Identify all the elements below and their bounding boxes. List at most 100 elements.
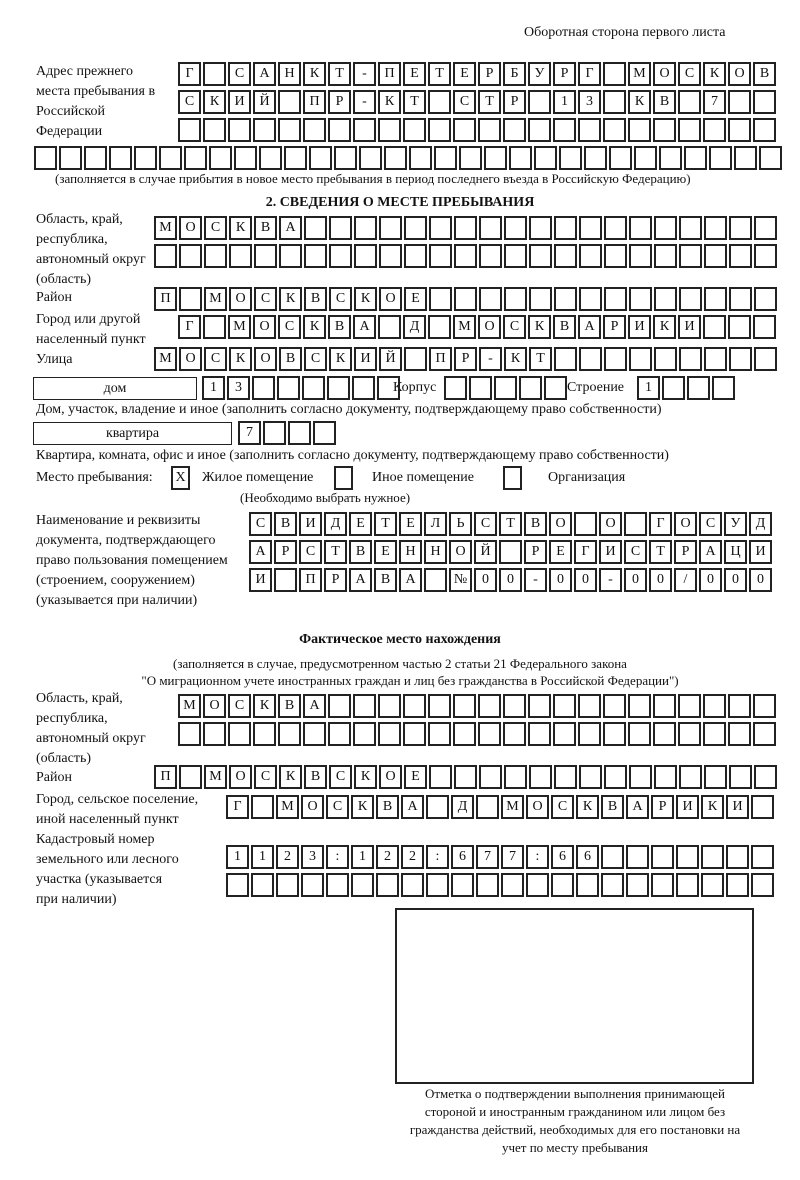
char-cell[interactable] [279,244,302,268]
char-cell[interactable]: Т [478,90,501,114]
char-cell[interactable]: 6 [576,845,599,869]
char-cell[interactable]: В [553,315,576,339]
char-cell[interactable] [478,118,501,142]
char-cell[interactable] [301,873,324,897]
char-cell[interactable]: П [154,287,177,311]
char-cell[interactable]: О [379,287,402,311]
char-cell[interactable]: И [228,90,251,114]
char-cell[interactable]: О [549,512,572,536]
char-cell[interactable]: 3 [227,376,250,400]
char-cell[interactable]: 1 [351,845,374,869]
char-cell[interactable] [629,347,652,371]
char-cell[interactable]: Г [649,512,672,536]
char-cell[interactable] [353,118,376,142]
char-cell[interactable]: С [699,512,722,536]
char-cell[interactable]: 7 [703,90,726,114]
char-cell[interactable] [676,845,699,869]
char-cell[interactable] [404,347,427,371]
char-cell[interactable] [754,287,777,311]
char-cell[interactable] [528,722,551,746]
char-cell[interactable] [494,376,517,400]
char-cell[interactable] [728,722,751,746]
char-cell[interactable] [434,146,457,170]
char-cell[interactable] [551,873,574,897]
char-cell[interactable] [559,146,582,170]
char-cell[interactable]: М [178,694,201,718]
char-cell[interactable]: Р [274,540,297,564]
char-cell[interactable] [684,146,707,170]
char-cell[interactable] [404,216,427,240]
char-cell[interactable] [574,512,597,536]
char-cell[interactable] [751,795,774,819]
char-cell[interactable] [327,376,350,400]
char-cell[interactable] [654,244,677,268]
char-cell[interactable]: Б [503,62,526,86]
char-cell[interactable] [628,722,651,746]
char-cell[interactable] [377,376,400,400]
char-cell[interactable]: Р [651,795,674,819]
char-cell[interactable]: С [678,62,701,86]
char-cell[interactable]: М [154,216,177,240]
char-cell[interactable] [179,765,202,789]
char-cell[interactable] [579,347,602,371]
char-cell[interactable] [278,722,301,746]
char-cell[interactable] [504,287,527,311]
char-cell[interactable] [376,873,399,897]
char-cell[interactable]: В [274,512,297,536]
char-cell[interactable] [379,216,402,240]
char-cell[interactable] [601,873,624,897]
char-cell[interactable] [753,118,776,142]
char-cell[interactable] [678,90,701,114]
char-cell[interactable] [303,118,326,142]
char-cell[interactable] [334,146,357,170]
char-cell[interactable]: К [279,765,302,789]
char-cell[interactable] [203,62,226,86]
char-cell[interactable]: К [653,315,676,339]
char-cell[interactable] [274,568,297,592]
char-cell[interactable] [653,118,676,142]
char-cell[interactable] [603,694,626,718]
char-cell[interactable]: К [229,216,252,240]
document-row-3[interactable]: И П Р А В А № 0 0-0 0-0 0/0 0 0 [248,568,773,592]
char-cell[interactable] [504,216,527,240]
char-cell[interactable] [184,146,207,170]
char-cell[interactable]: С [249,512,272,536]
char-cell[interactable] [444,376,467,400]
char-cell[interactable]: С [204,216,227,240]
char-cell[interactable] [729,765,752,789]
char-cell[interactable]: П [378,62,401,86]
char-cell[interactable]: 0 [649,568,672,592]
char-cell[interactable] [428,118,451,142]
char-cell[interactable] [603,118,626,142]
char-cell[interactable] [554,765,577,789]
previous-address-row-3[interactable] [177,118,777,142]
char-cell[interactable] [701,845,724,869]
char-cell[interactable] [726,845,749,869]
char-cell[interactable]: О [653,62,676,86]
char-cell[interactable] [629,287,652,311]
char-cell[interactable] [603,722,626,746]
char-cell[interactable] [501,873,524,897]
char-cell[interactable] [609,146,632,170]
char-cell[interactable]: Н [278,62,301,86]
char-cell[interactable] [754,244,777,268]
char-cell[interactable] [203,722,226,746]
char-cell[interactable]: М [154,347,177,371]
char-cell[interactable]: М [276,795,299,819]
char-cell[interactable]: С [278,315,301,339]
char-cell[interactable] [679,287,702,311]
char-cell[interactable]: Р [328,90,351,114]
char-cell[interactable]: Н [424,540,447,564]
char-cell[interactable] [578,694,601,718]
char-cell[interactable] [454,287,477,311]
char-cell[interactable]: М [204,287,227,311]
char-cell[interactable] [178,118,201,142]
char-cell[interactable]: И [299,512,322,536]
char-cell[interactable]: В [279,347,302,371]
char-cell[interactable]: П [429,347,452,371]
char-cell[interactable] [354,216,377,240]
